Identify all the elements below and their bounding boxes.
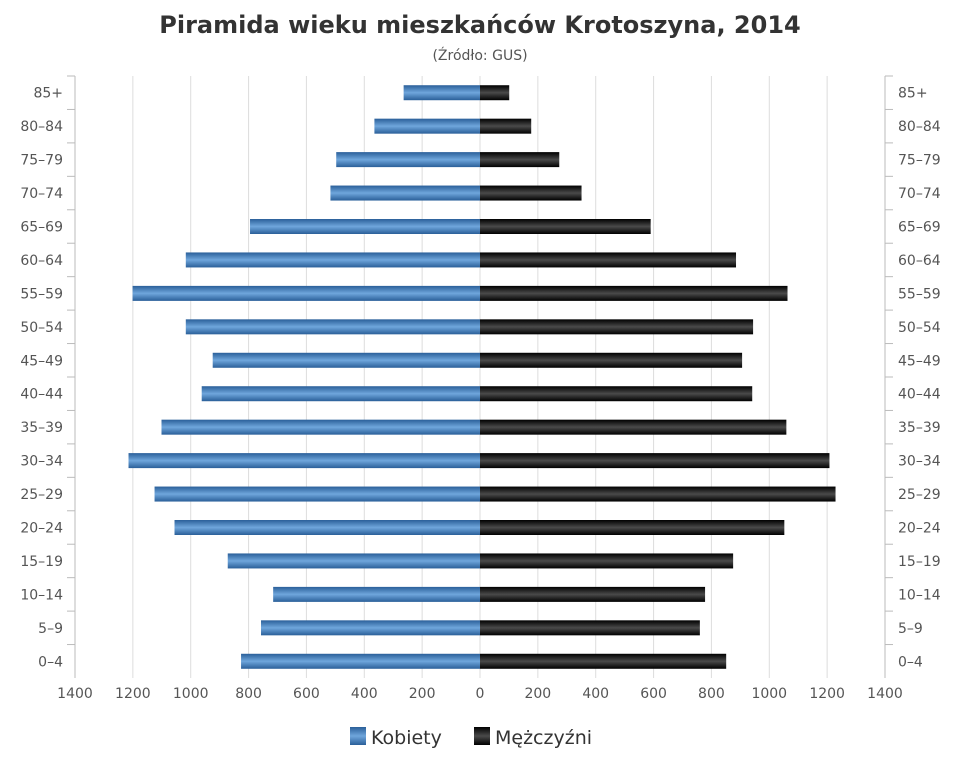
x-tick-label: 1400 <box>57 686 93 702</box>
bar-kobiety-5-9 <box>261 620 480 636</box>
x-tick-label: 1400 <box>867 686 903 702</box>
bar-kobiety-15-19 <box>227 553 480 569</box>
bar-mezczyzni-0-4 <box>480 653 727 669</box>
bar-mezczyzni-20-24 <box>480 520 785 535</box>
bar-mezczyzni-45-49 <box>480 352 743 368</box>
bar-kobiety-30-34 <box>128 453 480 469</box>
x-tick-label: 1200 <box>115 686 151 702</box>
category-label-right: 70–74 <box>898 186 941 202</box>
x-tick-label: 1000 <box>173 686 209 702</box>
bar-kobiety-85+ <box>403 85 480 101</box>
category-label-right: 75–79 <box>898 153 941 169</box>
bar-kobiety-50-54 <box>185 319 480 335</box>
bar-kobiety-80-84 <box>374 118 480 134</box>
x-tick-label: 200 <box>524 686 551 702</box>
category-label-right: 5–9 <box>898 621 923 637</box>
category-label-left: 20–24 <box>20 521 63 537</box>
bar-kobiety-55-59 <box>132 285 480 301</box>
bar-mezczyzni-70-74 <box>480 185 582 201</box>
bar-kobiety-70-74 <box>330 185 480 201</box>
x-tick-label: 0 <box>476 686 485 702</box>
legend-swatch-mezczyzni[interactable] <box>474 727 490 745</box>
category-label-right: 60–64 <box>898 253 941 269</box>
category-label-right: 30–34 <box>898 454 941 470</box>
bar-kobiety-40-44 <box>201 386 480 402</box>
category-label-right: 40–44 <box>898 387 941 403</box>
x-tick-label: 600 <box>640 686 667 702</box>
chart-title: Piramida wieku mieszkańców Krotoszyna, 2… <box>159 11 800 39</box>
category-label-left: 50–54 <box>20 320 63 336</box>
bar-mezczyzni-60-64 <box>480 252 737 268</box>
bar-mezczyzni-30-34 <box>480 453 830 469</box>
category-label-right: 45–49 <box>898 353 941 369</box>
bar-kobiety-35-39 <box>161 419 480 435</box>
x-tick-label: 1000 <box>751 686 787 702</box>
category-label-right: 80–84 <box>898 119 941 135</box>
category-label-right: 25–29 <box>898 487 941 503</box>
category-label-left: 60–64 <box>20 253 63 269</box>
bar-kobiety-0-4 <box>241 653 480 669</box>
category-label-right: 50–54 <box>898 320 941 336</box>
bar-mezczyzni-15-19 <box>480 553 734 569</box>
bar-kobiety-75-79 <box>336 152 480 168</box>
bar-kobiety-25-29 <box>154 486 480 502</box>
chart-subtitle: (Źródło: GUS) <box>432 46 527 64</box>
bar-kobiety-60-64 <box>185 252 480 268</box>
bar-mezczyzni-85+ <box>480 85 510 101</box>
category-label-left: 5–9 <box>38 621 63 637</box>
category-label-right: 0–4 <box>898 654 923 670</box>
bar-mezczyzni-35-39 <box>480 419 787 435</box>
category-label-left: 30–34 <box>20 454 63 470</box>
legend-swatch-kobiety[interactable] <box>350 727 366 745</box>
bar-kobiety-45-49 <box>212 352 480 368</box>
category-label-right: 35–39 <box>898 420 941 436</box>
category-label-left: 45–49 <box>20 353 63 369</box>
bar-mezczyzni-80-84 <box>480 118 532 134</box>
bar-mezczyzni-25-29 <box>480 486 836 502</box>
category-label-left: 35–39 <box>20 420 63 436</box>
category-label-left: 85+ <box>33 86 63 102</box>
bar-kobiety-65-69 <box>250 219 480 234</box>
x-tick-label: 800 <box>698 686 725 702</box>
legend-label-mezczyzni[interactable]: Mężczyźni <box>495 727 592 749</box>
bar-mezczyzni-75-79 <box>480 152 560 168</box>
x-tick-label: 600 <box>293 686 320 702</box>
category-label-left: 80–84 <box>20 119 63 135</box>
x-tick-label: 800 <box>235 686 262 702</box>
x-tick-label: 200 <box>409 686 436 702</box>
category-label-left: 75–79 <box>20 153 63 169</box>
bar-kobiety-10-14 <box>273 586 480 602</box>
legend-label-kobiety[interactable]: Kobiety <box>371 727 442 749</box>
bar-mezczyzni-40-44 <box>480 386 753 402</box>
x-tick-label: 1200 <box>809 686 845 702</box>
category-label-right: 15–19 <box>898 554 941 570</box>
x-tick-label: 400 <box>582 686 609 702</box>
bar-mezczyzni-10-14 <box>480 586 706 602</box>
bar-mezczyzni-50-54 <box>480 319 754 335</box>
category-label-left: 0–4 <box>38 654 63 670</box>
category-label-left: 65–69 <box>20 220 63 236</box>
bar-mezczyzni-5-9 <box>480 620 700 636</box>
category-label-right: 85+ <box>898 86 928 102</box>
category-label-right: 10–14 <box>898 587 941 603</box>
category-label-left: 10–14 <box>20 587 63 603</box>
bar-kobiety-20-24 <box>174 520 480 535</box>
category-label-right: 65–69 <box>898 220 941 236</box>
category-label-left: 70–74 <box>20 186 63 202</box>
x-tick-label: 400 <box>351 686 378 702</box>
category-label-left: 15–19 <box>20 554 63 570</box>
bar-mezczyzni-55-59 <box>480 285 788 301</box>
category-label-right: 20–24 <box>898 521 941 537</box>
bar-mezczyzni-65-69 <box>480 219 651 234</box>
category-label-left: 25–29 <box>20 487 63 503</box>
category-label-left: 40–44 <box>20 387 63 403</box>
legend: Kobiety Mężczyźni <box>350 727 592 749</box>
category-label-left: 55–59 <box>20 286 63 302</box>
category-label-right: 55–59 <box>898 286 941 302</box>
